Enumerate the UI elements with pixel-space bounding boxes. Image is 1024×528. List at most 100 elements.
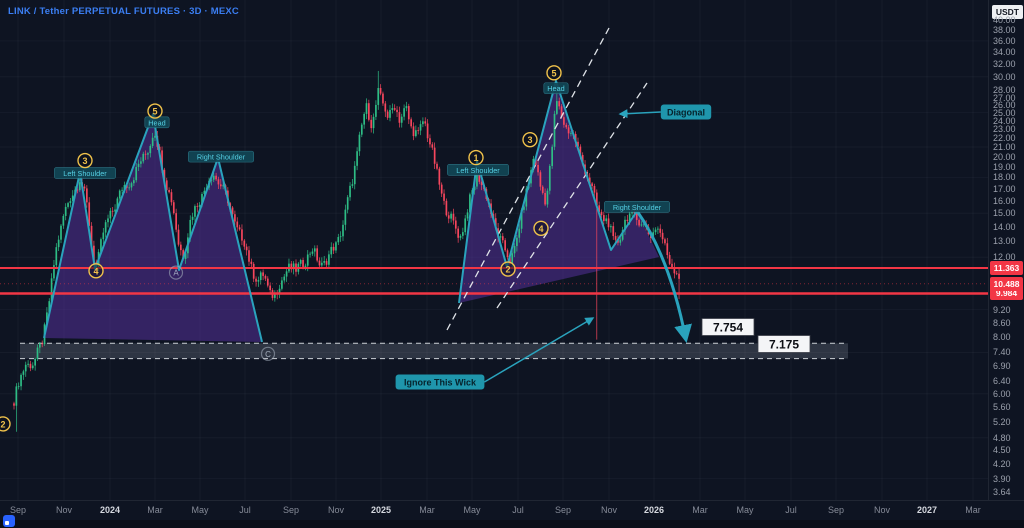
time-tick: Jul [785, 505, 797, 515]
candle [147, 151, 149, 160]
candle [544, 188, 546, 207]
candle [234, 210, 236, 226]
candle [22, 369, 25, 380]
candle [257, 276, 260, 287]
candle [316, 245, 318, 263]
candle [506, 248, 509, 260]
candle [36, 344, 39, 362]
svg-text:7.754: 7.754 [713, 321, 743, 335]
pattern-label[interactable]: Right Shoulder [603, 201, 670, 213]
price-tick: 3.90 [993, 473, 1011, 484]
wave-label[interactable]: 5 [546, 65, 562, 81]
price-tick: 3.64 [993, 487, 1011, 498]
time-axis[interactable]: Sep Nov 2024 Mar May Jul Sep Nov 2025 Mar May Jul Se… [0, 500, 1024, 520]
price-chart[interactable]: Diagonal Ignore This Wick Left Shoulder Hea… [0, 0, 988, 500]
time-tick: 2027 [916, 505, 938, 515]
candle [612, 222, 615, 240]
candle [170, 189, 173, 206]
pattern-label[interactable]: Right Shoulder [188, 150, 255, 163]
wave-label[interactable]: 5 [147, 103, 163, 119]
candle [419, 120, 422, 136]
price-tick: 23.00 [993, 124, 1016, 135]
svg-text:7.175: 7.175 [769, 338, 799, 352]
wave-label[interactable]: 3 [522, 131, 538, 148]
candle [351, 178, 354, 189]
candle [39, 342, 41, 354]
price-tick: 27.00 [993, 92, 1016, 103]
candle [417, 127, 420, 135]
zone-price-label[interactable]: 7.175 [757, 335, 811, 353]
svg-text:Head: Head [148, 118, 165, 127]
trendline[interactable] [446, 27, 610, 331]
wave-label[interactable]: 3 [77, 152, 93, 169]
candle [626, 214, 629, 224]
chart-symbol-title[interactable]: LINK / Tether PERPETUAL FUTURES · 3D · M… [8, 6, 239, 17]
diagonal-callout-leader [618, 109, 661, 119]
svg-text:Diagonal: Diagonal [667, 108, 705, 118]
trendline[interactable] [496, 82, 648, 309]
price-tick: 4.20 [993, 459, 1011, 470]
price-unit-toggle[interactable]: USDT [991, 5, 1023, 19]
wave-label[interactable]: 4 [88, 263, 104, 279]
candle [567, 124, 570, 139]
candle [67, 201, 69, 209]
candle [412, 122, 415, 141]
candle [548, 164, 551, 195]
candle [250, 258, 253, 268]
candle [553, 110, 556, 151]
price-tick: 16.00 [993, 195, 1016, 206]
tradingview-logo-icon[interactable] [3, 515, 15, 527]
candle [62, 214, 65, 229]
price-tick: 26.00 [993, 99, 1016, 110]
candle [424, 117, 427, 127]
time-tick: Mar [965, 505, 981, 515]
pattern-label[interactable]: Left Shoulder [447, 164, 509, 176]
candle [269, 282, 271, 295]
candle [191, 212, 194, 225]
price-axis[interactable]: USDT 40.00 38.00 36.00 34.00 32.00 30.00 28.00… [988, 0, 1024, 500]
candle [88, 197, 91, 229]
candle [379, 84, 382, 96]
candle [358, 131, 361, 156]
ignore-wick-callout[interactable]: Ignore This Wick [395, 374, 485, 390]
correction-wave-label[interactable]: A [168, 265, 184, 280]
wave-label[interactable]: 2 [500, 261, 516, 277]
candle [13, 401, 15, 410]
candle [403, 104, 405, 121]
pattern-label[interactable]: Left Shoulder [54, 167, 116, 179]
zone-price-label[interactable]: 7.754 [701, 318, 755, 336]
candle [673, 262, 676, 279]
candle [15, 383, 18, 432]
correction-wave-label[interactable]: C [260, 346, 276, 361]
candle [591, 181, 593, 190]
svg-text:Head: Head [547, 84, 564, 93]
price-tick: 28.00 [993, 85, 1016, 96]
candle [551, 144, 553, 169]
wave-label[interactable]: 4 [533, 220, 549, 236]
time-tick: Nov [600, 505, 618, 515]
candle [83, 183, 86, 192]
candle [281, 276, 283, 291]
wave-label[interactable]: 1 [468, 149, 484, 166]
candle [194, 204, 196, 223]
candle [459, 234, 462, 241]
candle [332, 243, 335, 255]
time-tick: May [191, 505, 209, 515]
time-tick: Mar [419, 505, 435, 515]
candle [252, 262, 255, 283]
wave-label[interactable]: 2 [0, 416, 11, 432]
candle [215, 172, 217, 182]
pattern-outline[interactable] [458, 80, 638, 304]
diagonal-callout[interactable]: Diagonal [660, 104, 712, 120]
time-tick: Nov [55, 505, 73, 515]
time-tick: Sep [554, 505, 572, 515]
candle [429, 134, 431, 148]
candle [264, 274, 267, 282]
candle [593, 183, 596, 199]
candle [142, 151, 145, 164]
projection-arrow[interactable] [635, 210, 692, 343]
candle [111, 206, 114, 217]
pattern-label[interactable]: Head [543, 82, 569, 95]
price-tick: 25.00 [993, 107, 1016, 118]
support-zone[interactable] [20, 343, 848, 359]
